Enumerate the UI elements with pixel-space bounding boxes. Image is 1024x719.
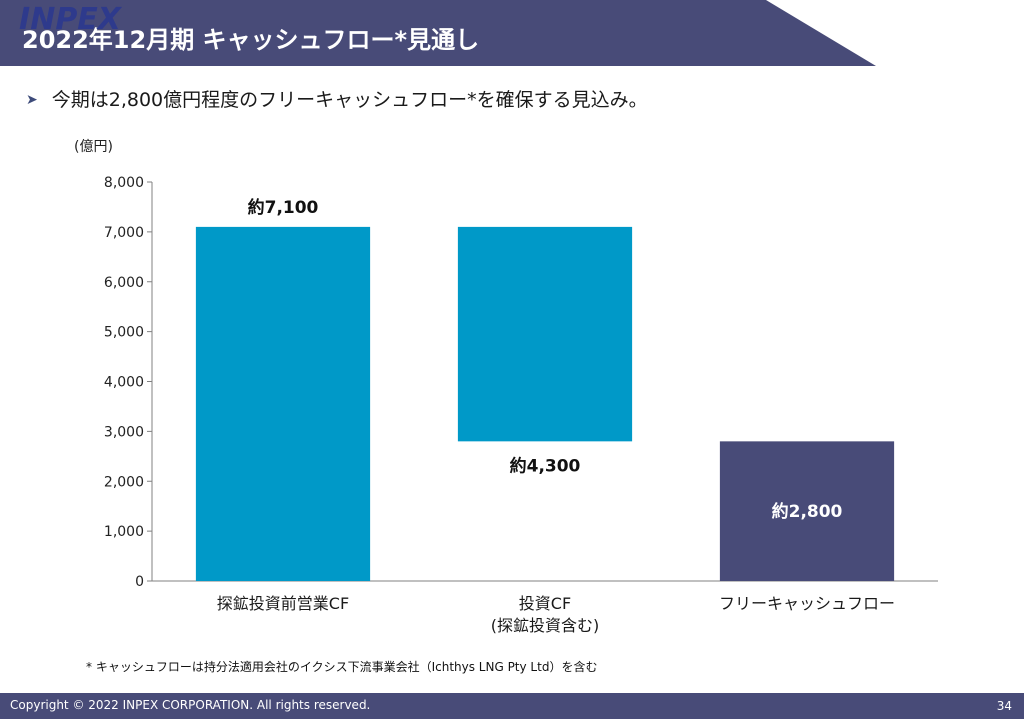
unit-label: (億円): [74, 139, 113, 155]
footer-bar: Copyright © 2022 INPEX CORPORATION. All …: [0, 693, 1024, 719]
x-category-label: (探鉱投資含む): [491, 616, 600, 635]
bar: [719, 441, 895, 581]
logo-text: INPEX: [19, 2, 123, 36]
x-category-label: フリーキャッシュフロー: [719, 594, 895, 613]
bar: [195, 226, 371, 581]
y-tick-label: 6,000: [104, 275, 144, 291]
page-number: 34: [996, 699, 1012, 713]
x-category-label: 探鉱投資前営業CF: [217, 594, 349, 613]
footnote: * キャッシュフローは持分法適用会社のイクシス下流事業会社（Ichthys LN…: [86, 660, 598, 674]
bullet-point: ➤ 今期は2,800億円程度のフリーキャッシュフロー*を確保する見込み。: [26, 85, 648, 112]
title-bar: 2022年12月期 キャッシュフロー*見通し INPEX: [0, 0, 1024, 66]
bar: [457, 226, 633, 442]
y-tick-label: 5,000: [104, 325, 144, 341]
title-bar-background: [0, 0, 876, 66]
bar-data-label: 約7,100: [248, 197, 319, 218]
waterfall-chart: (億円) 0 1,000 2,000 3,000 4,000 5,000 6,000 7,000…: [74, 139, 938, 635]
bar-data-label: 約2,800: [772, 501, 843, 522]
bar-data-label: 約4,300: [510, 455, 581, 476]
y-tick-label: 8,000: [104, 175, 144, 191]
bullet-text: 今期は2,800億円程度のフリーキャッシュフロー*を確保する見込み。: [51, 89, 648, 111]
y-tick-label: 3,000: [104, 424, 144, 440]
x-category-label: 投資CF: [519, 594, 571, 613]
copyright-text: Copyright © 2022 INPEX CORPORATION. All …: [10, 698, 371, 712]
y-tick-label: 4,000: [104, 375, 144, 391]
page-title: 2022年12月期 キャッシュフロー*見通し: [22, 26, 480, 54]
arrow-bullet-icon: ➤: [26, 92, 38, 108]
inpex-logo: INPEX: [19, 2, 123, 36]
y-tick-label: 0: [135, 574, 144, 590]
y-tick-label: 1,000: [104, 524, 144, 540]
y-tick-label: 7,000: [104, 225, 144, 241]
y-tick-label: 2,000: [104, 474, 144, 490]
